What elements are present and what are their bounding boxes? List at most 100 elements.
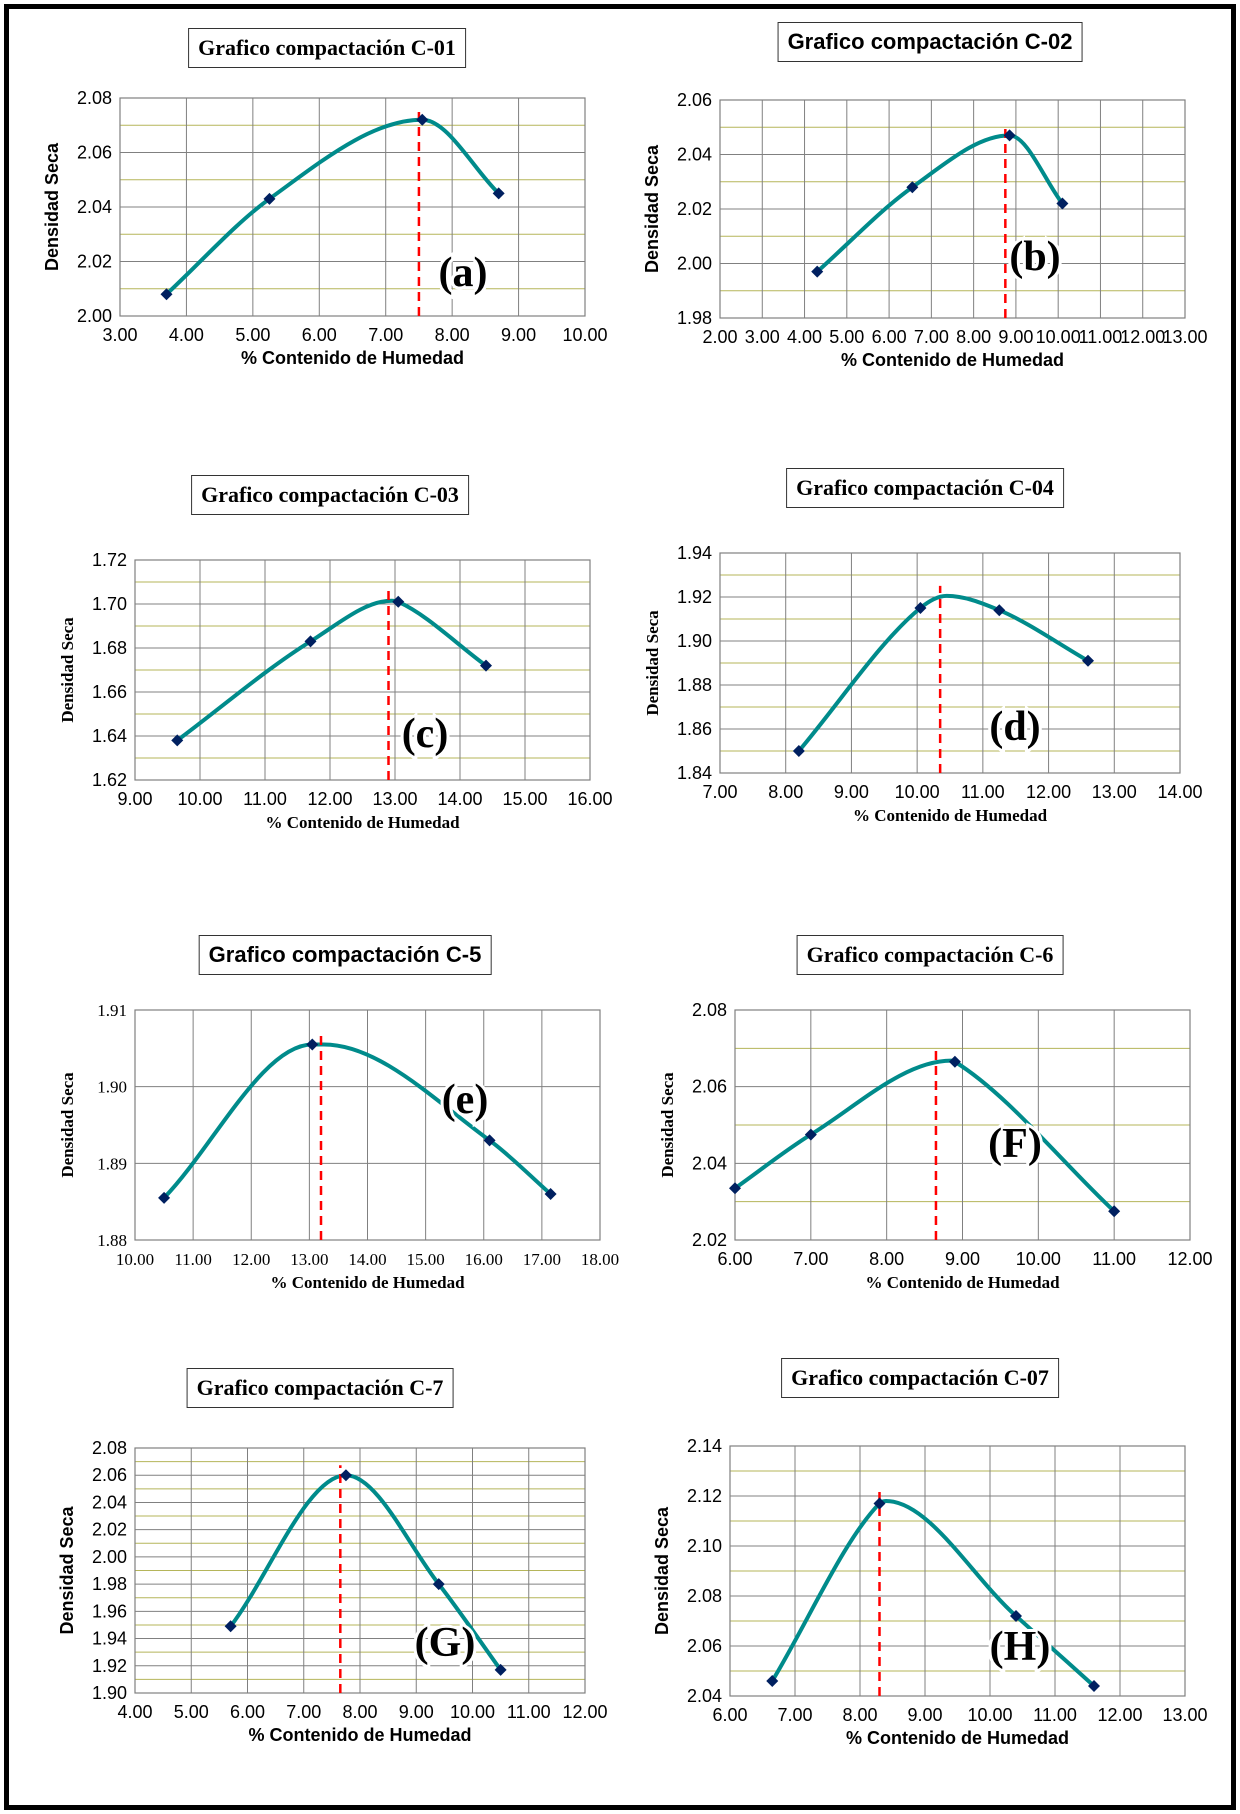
y-tick-label: 2.04 — [92, 1492, 127, 1512]
y-axis-title: Densidad Seca — [42, 142, 62, 271]
y-tick-label: 2.06 — [687, 1636, 722, 1656]
x-tick-label: 7.00 — [777, 1705, 812, 1725]
x-tick-label: 11.00 — [243, 789, 287, 809]
data-point — [906, 181, 919, 194]
y-tick-label: 2.04 — [77, 197, 112, 217]
compaction-curve — [175, 598, 488, 743]
x-tick-label: 12.00 — [562, 1702, 607, 1722]
y-axis-title: Densidad Seca — [658, 1072, 677, 1178]
x-tick-label: 11.00 — [1092, 1249, 1136, 1269]
data-point — [873, 1497, 886, 1510]
data-point — [993, 604, 1006, 617]
x-tick-label: 9.00 — [907, 1705, 942, 1725]
data-point — [914, 602, 927, 614]
plot-border — [134, 1447, 586, 1694]
y-axis-title: Densidad Seca — [643, 610, 662, 716]
x-tick-label: 13.00 — [1162, 1705, 1207, 1725]
y-tick-label: 2.06 — [77, 143, 112, 163]
x-tick-label: 12.00 — [1120, 327, 1165, 347]
data-point — [432, 1578, 445, 1591]
x-axis-title: % Contenido de Humedad — [865, 1273, 1060, 1292]
x-tick-label: 7.00 — [914, 327, 949, 347]
chart-svg: 2.02 2.04 2.06 2.08 6.00 7.00 8.00 9.00 10.00 11.… — [658, 1000, 1213, 1292]
y-tick-label: 2.06 — [92, 1465, 127, 1485]
y-axis-title: Densidad Seca — [57, 1505, 77, 1634]
x-tick-label: 6.00 — [872, 327, 907, 347]
x-tick-label: 10.00 — [450, 1702, 495, 1722]
y-tick-label: 2.12 — [687, 1486, 722, 1506]
data-point — [1088, 1680, 1100, 1692]
panel-label: (c) — [402, 711, 449, 757]
x-tick-label: 14.00 — [437, 789, 482, 809]
plot-border — [719, 552, 1181, 774]
plot-border — [719, 99, 1186, 319]
data-point — [416, 113, 429, 126]
y-axis-title: Densidad Seca — [58, 617, 77, 723]
y-tick-label: 2.10 — [687, 1536, 722, 1556]
y-tick-label: 1.96 — [92, 1601, 127, 1621]
x-tick-label: 12.00 — [1097, 1705, 1142, 1725]
y-tick-label: 1.84 — [677, 763, 712, 783]
y-tick-label: 1.64 — [92, 726, 127, 746]
x-tick-label: 5.00 — [829, 327, 864, 347]
chart-title: Grafico compactación C-7 — [186, 1368, 454, 1408]
y-tick-label: 1.94 — [677, 543, 712, 563]
x-tick-label: 7.00 — [793, 1249, 828, 1269]
y-tick-label: 2.02 — [692, 1230, 727, 1250]
data-point — [1003, 129, 1016, 142]
x-tick-label: 13.00 — [290, 1250, 328, 1269]
y-tick-label: 1.72 — [92, 550, 127, 570]
compaction-curve — [770, 1498, 1096, 1688]
y-tick-label: 2.00 — [677, 254, 712, 274]
x-tick-label: 7.00 — [286, 1702, 321, 1722]
panel-label: (a) — [439, 250, 488, 296]
data-point — [492, 187, 505, 200]
y-axis-title: Densidad Seca — [58, 1072, 77, 1178]
x-axis-title: % Contenido de Humedad — [270, 1273, 465, 1292]
y-tick-label: 2.08 — [692, 1000, 727, 1020]
x-tick-label: 9.00 — [945, 1249, 980, 1269]
plot-border — [734, 1009, 1191, 1241]
x-tick-label: 12.00 — [1026, 782, 1071, 802]
y-tick-label: 1.68 — [92, 638, 127, 658]
data-point — [483, 1134, 496, 1147]
x-tick-label: 9.00 — [501, 325, 536, 345]
chart-c5: 1.88 1.89 1.90 1.91 10.00 11.00 12.00 13.00 14.0… — [25, 935, 625, 1365]
x-tick-label: 5.00 — [235, 325, 270, 345]
x-tick-label: 3.00 — [102, 325, 137, 345]
x-tick-label: 9.00 — [998, 327, 1033, 347]
x-tick-label: 16.00 — [465, 1250, 503, 1269]
chart-c07: 2.04 2.06 2.08 2.10 2.12 2.14 6.00 7.00 8.00 9.00… — [625, 1358, 1225, 1788]
compaction-curve — [164, 117, 501, 297]
y-tick-label: 2.08 — [77, 88, 112, 108]
chart-title: Grafico compactación C-6 — [796, 935, 1064, 975]
x-tick-label: 11.00 — [507, 1702, 551, 1722]
panel-label: (F) — [988, 1121, 1042, 1167]
data-point — [811, 265, 824, 278]
chart-c02: 1.98 2.00 2.02 2.04 2.06 2.00 3.00 4.00 5.00 6.00… — [625, 22, 1225, 452]
chart-c7: 1.90 1.92 1.94 1.96 1.98 2.00 2.02 2.04 2.06 2.08… — [25, 1368, 625, 1798]
compaction-curve — [228, 1473, 503, 1672]
y-tick-label: 1.90 — [92, 1683, 127, 1703]
y-tick-label: 2.06 — [677, 90, 712, 110]
x-tick-label: 3.00 — [745, 327, 780, 347]
chart-svg: 2.00 2.02 2.04 2.06 2.08 3.00 4.00 5.00 6.00 7.00… — [42, 88, 608, 368]
chart-title: Grafico compactación C-5 — [198, 935, 492, 975]
x-tick-label: 8.00 — [956, 327, 991, 347]
chart-c04: 1.84 1.86 1.88 1.90 1.92 1.94 7.00 8.00 9.00 10.0… — [625, 468, 1225, 898]
chart-c01: 2.00 2.02 2.04 2.06 2.08 3.00 4.00 5.00 6.00 7.00… — [25, 28, 625, 458]
x-tick-label: 15.00 — [407, 1250, 445, 1269]
x-tick-label: 14.00 — [348, 1250, 386, 1269]
x-tick-label: 4.00 — [787, 327, 822, 347]
x-tick-label: 8.00 — [869, 1249, 904, 1269]
x-axis-title: % Contenido de Humedad — [846, 1728, 1069, 1748]
plot-border — [134, 559, 591, 781]
y-tick-label: 2.08 — [92, 1438, 127, 1458]
x-axis-title: % Contenido de Humedad — [248, 1725, 471, 1745]
y-tick-label: 1.91 — [97, 1001, 127, 1020]
chart-title: Grafico compactación C-01 — [188, 28, 466, 68]
x-tick-label: 11.00 — [1033, 1705, 1077, 1725]
y-tick-label: 1.62 — [92, 770, 127, 790]
data-point — [480, 659, 492, 672]
